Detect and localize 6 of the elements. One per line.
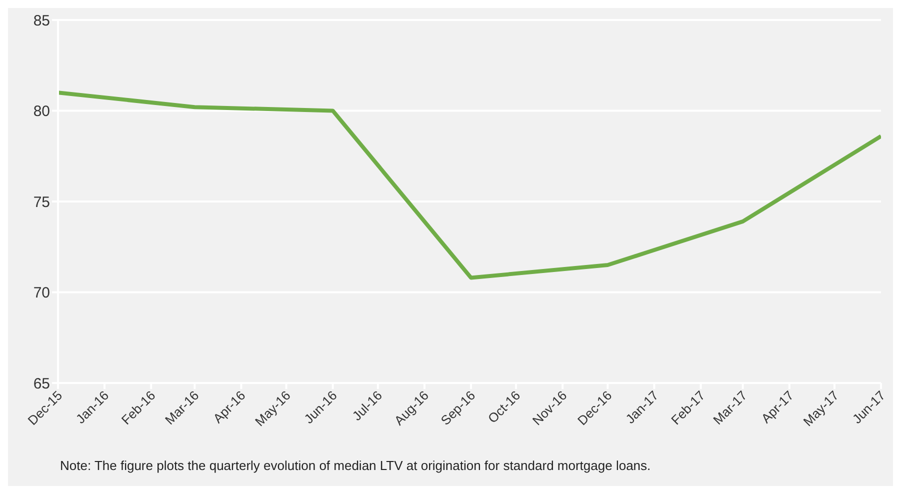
y-tick-label: 65 [33, 375, 50, 392]
y-tick-label: 80 [33, 103, 50, 120]
y-tick-label: 70 [33, 284, 50, 302]
text: Note: The figure plots the quarterly evolution of median LTV at origination for standard mortgage loans. [60, 458, 651, 473]
y-tick-label: 85 [33, 12, 50, 30]
y-tick-label: 75 [33, 194, 50, 211]
